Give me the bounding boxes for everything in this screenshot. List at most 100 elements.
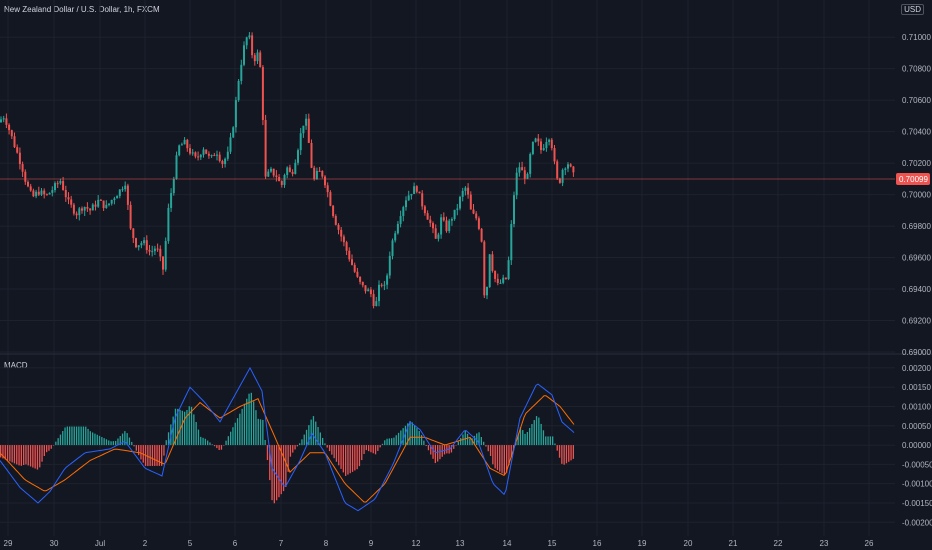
candle-body — [186, 139, 189, 149]
histogram-bar — [280, 445, 282, 495]
histogram-bar — [340, 445, 342, 469]
histogram-bar — [87, 428, 89, 446]
candle-body — [86, 206, 89, 209]
histogram-bar — [11, 445, 13, 463]
symbol-title[interactable]: New Zealand Dollar / U.S. Dollar, 1h, FX… — [4, 5, 160, 14]
candle-body — [513, 195, 515, 225]
candle-body — [159, 248, 162, 257]
candle-body — [294, 162, 297, 174]
macd-tick-label: -0.00100 — [902, 480, 932, 489]
candle-body — [445, 220, 448, 232]
histogram-bar — [420, 434, 423, 446]
candle-body — [245, 37, 248, 46]
candle-body — [399, 216, 402, 224]
histogram-bar — [303, 434, 305, 446]
histogram-bar — [59, 434, 62, 446]
histogram-bar — [50, 445, 52, 449]
candle-body — [191, 152, 194, 154]
candle-body — [132, 228, 135, 239]
time-tick-label: 6 — [233, 539, 238, 548]
histogram-bar — [517, 434, 519, 446]
candle-body — [453, 209, 456, 220]
macd-histogram — [0, 392, 574, 504]
histogram-bar — [186, 409, 188, 446]
candle-body — [450, 219, 453, 221]
histogram-bar — [197, 429, 200, 446]
histogram-bar — [121, 433, 124, 446]
histogram-bar — [545, 436, 547, 446]
histogram-bar — [381, 443, 384, 446]
histogram-bar — [124, 431, 126, 446]
histogram-bar — [464, 430, 466, 446]
histogram-bar — [473, 435, 476, 446]
candle-body — [572, 166, 575, 173]
histogram-bar — [188, 406, 190, 446]
candle-body — [329, 192, 332, 206]
histogram-bar — [278, 445, 280, 498]
time-tick-label: 14 — [503, 539, 512, 548]
histogram-bar — [20, 445, 22, 466]
candle-body — [326, 185, 329, 193]
histogram-bar — [2, 445, 4, 459]
candle-body — [24, 171, 27, 182]
candle-body — [135, 238, 137, 248]
histogram-bar — [69, 426, 71, 446]
candle-body — [359, 276, 362, 282]
macd-title[interactable]: MACD — [4, 361, 28, 370]
candle-body — [342, 236, 345, 243]
candle-body — [0, 119, 2, 123]
candle-body — [367, 289, 370, 292]
histogram-bar — [533, 420, 535, 446]
candle-body — [423, 206, 426, 214]
candle-body — [64, 190, 67, 198]
histogram-bar — [542, 430, 545, 446]
candle-body — [353, 264, 356, 272]
histogram-bar — [450, 445, 453, 453]
price-axis: 0.71000 0.70800 0.70600 0.70400 0.70200 0.700… — [902, 33, 931, 357]
candle-body — [175, 155, 178, 179]
candle-body — [429, 219, 432, 224]
candle-body — [229, 137, 232, 152]
histogram-bar — [55, 441, 57, 446]
histogram-bar — [425, 445, 427, 446]
histogram-bar — [485, 445, 487, 447]
histogram-bar — [151, 445, 154, 466]
histogram-bar — [407, 423, 409, 446]
histogram-bar — [338, 445, 340, 466]
candle-body — [21, 164, 24, 172]
histogram-bar — [503, 445, 505, 476]
candle-body — [54, 183, 56, 191]
price-tick-label: 0.69800 — [902, 222, 931, 231]
candle-body — [442, 217, 445, 221]
candle-body — [415, 186, 418, 192]
histogram-bar — [361, 445, 363, 461]
candle-body — [205, 149, 208, 154]
candle-body — [534, 138, 537, 142]
candle-body — [67, 197, 70, 200]
candle-body — [199, 154, 202, 158]
candle-body — [224, 158, 227, 165]
histogram-bar — [414, 425, 416, 446]
histogram-bar — [184, 411, 186, 446]
candle-body — [264, 120, 267, 177]
histogram-bar — [262, 419, 264, 446]
candle-body — [178, 145, 181, 156]
candle-body — [542, 148, 545, 151]
histogram-bar — [535, 416, 538, 446]
currency-badge[interactable]: USD — [901, 4, 924, 15]
candle-body — [116, 196, 119, 199]
candle-body — [248, 35, 251, 38]
histogram-bar — [236, 418, 239, 446]
histogram-bar — [80, 426, 82, 446]
histogram-bar — [326, 445, 328, 448]
histogram-bar — [549, 436, 551, 446]
candle-body — [569, 164, 572, 167]
histogram-bar — [483, 441, 485, 446]
macd-tick-label: 0.00200 — [902, 364, 931, 373]
histogram-bar — [167, 432, 170, 446]
time-tick-label: 21 — [729, 539, 738, 548]
histogram-bar — [393, 437, 395, 446]
candle-body — [240, 64, 243, 81]
candle-body — [321, 170, 324, 177]
